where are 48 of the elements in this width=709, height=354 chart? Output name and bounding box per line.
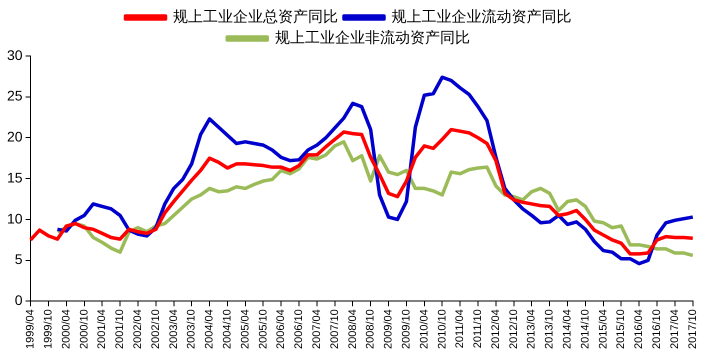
- x-tick-label: 2007/04: [310, 309, 323, 350]
- x-tick-label: 2006/10: [293, 309, 306, 350]
- y-tick-label: 5: [14, 251, 23, 268]
- x-tick-label: 2001/10: [114, 309, 126, 350]
- x-tick-label: 2008/04: [346, 309, 359, 350]
- x-tick-label: 1999/10: [42, 309, 54, 350]
- x-tick-label: 2005/10: [257, 309, 270, 350]
- x-tick-label: 2014/04: [562, 309, 574, 350]
- y-tick-label: 0: [14, 292, 23, 308]
- x-tick-label: 2017/10: [686, 309, 699, 350]
- x-tick-label: 1999/04: [24, 309, 37, 350]
- x-tick-label: 2013/04: [526, 309, 538, 350]
- y-tick-label: 10: [6, 210, 23, 226]
- x-tick-label: 2003/04: [168, 309, 180, 350]
- x-tick-label: 2008/10: [364, 309, 377, 350]
- x-tick-label: 2016/10: [651, 309, 664, 350]
- x-tick-label: 2014/10: [579, 309, 592, 350]
- legend-label: 规上工业企业非流动资产同比: [274, 30, 470, 47]
- y-tick-label: 15: [6, 169, 23, 186]
- x-tick-label: 2003/10: [186, 309, 198, 350]
- x-tick-label: 2012/10: [508, 309, 520, 350]
- x-tick-label: 2009/04: [382, 309, 395, 350]
- x-tick-label: 2004/04: [204, 309, 216, 350]
- x-tick-label: 2005/04: [239, 309, 252, 350]
- x-tick-label: 2010/04: [418, 309, 430, 350]
- x-tick-label: 2015/04: [597, 309, 610, 350]
- x-tick-label: 2010/10: [436, 309, 448, 350]
- x-tick-label: 2000/04: [60, 309, 72, 350]
- x-tick-label: 2011/10: [472, 309, 484, 348]
- y-tick-label: 25: [6, 88, 23, 104]
- legend-label: 规上工业企业流动资产同比: [392, 8, 572, 26]
- x-tick-label: 2002/10: [150, 309, 162, 350]
- y-tick-label: 20: [6, 128, 23, 145]
- x-tick-label: 2011/04: [454, 309, 466, 348]
- x-tick-label: 2006/04: [275, 309, 288, 350]
- x-tick-label: 2000/10: [78, 309, 90, 350]
- x-tick-label: 2007/10: [328, 309, 341, 350]
- x-tick-label: 2001/04: [96, 309, 108, 350]
- legend-label: 规上工业企业总资产同比: [173, 8, 338, 26]
- y-tick-label: 30: [6, 46, 23, 63]
- x-tick-label: 2015/10: [615, 309, 628, 350]
- x-tick-label: 2013/10: [544, 309, 556, 350]
- x-tick-label: 2012/04: [490, 309, 502, 350]
- x-tick-label: 2002/04: [132, 309, 144, 350]
- x-tick-label: 2016/04: [633, 309, 646, 350]
- x-tick-label: 2004/10: [221, 309, 234, 350]
- x-tick-label: 2017/04: [668, 309, 681, 350]
- x-tick-label: 2009/10: [400, 309, 412, 350]
